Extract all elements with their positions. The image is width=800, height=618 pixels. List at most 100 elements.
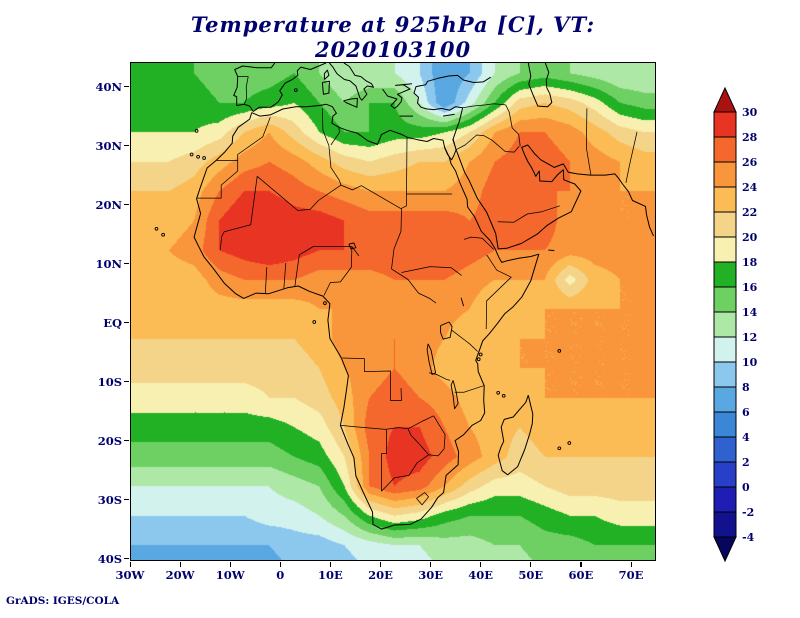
- y-tick-mark: [124, 263, 129, 265]
- coastline: [443, 113, 455, 117]
- y-tick-mark: [124, 145, 129, 147]
- coastline: [497, 395, 534, 476]
- lake-outline: [348, 242, 357, 250]
- y-tick-mark: [124, 204, 129, 206]
- colorbar-segment: [713, 386, 737, 413]
- island-mark: [476, 357, 481, 362]
- colorbar-label: 14: [742, 306, 758, 319]
- colorbar-label: -2: [742, 506, 754, 519]
- y-tick-mark: [124, 558, 129, 560]
- y-tick-label: 20S: [97, 433, 122, 448]
- y-tick-label: 20N: [95, 197, 122, 212]
- y-tick-label: 10N: [95, 256, 122, 271]
- island-mark: [312, 320, 317, 324]
- island-mark: [557, 349, 562, 353]
- colorbar-segment: [713, 136, 737, 163]
- country-border: [497, 205, 560, 223]
- coastline: [413, 74, 491, 161]
- colorbar-label: 10: [742, 356, 758, 369]
- country-border: [429, 372, 451, 381]
- island-mark: [323, 301, 327, 305]
- country-border: [330, 127, 340, 146]
- country-border: [283, 262, 287, 290]
- plot-title: Temperature at 925hPa [C], VT: 202010310…: [190, 12, 596, 62]
- colorbar-label: 22: [742, 206, 757, 219]
- country-border: [416, 492, 429, 506]
- country-border: [299, 246, 360, 257]
- country-border: [407, 415, 434, 430]
- country-border: [452, 138, 457, 150]
- colorbar-label: 6: [742, 406, 750, 419]
- country-border: [462, 103, 506, 109]
- island-mark: [202, 156, 206, 160]
- country-border: [505, 104, 521, 147]
- coastline: [455, 144, 654, 250]
- y-tick-label: 10S: [97, 374, 122, 389]
- colorbar-label: 16: [742, 281, 758, 294]
- x-tick-label: 20W: [165, 568, 195, 582]
- country-border: [381, 454, 439, 492]
- country-border: [455, 134, 520, 153]
- y-tick-mark: [124, 322, 129, 324]
- colorbar-segment: [713, 211, 737, 238]
- x-tick-label: 30E: [418, 568, 443, 582]
- y-tick-label: 30S: [97, 492, 122, 507]
- country-border: [454, 385, 484, 393]
- temperature-heatmap: [131, 63, 655, 560]
- x-tick-label: 0: [276, 568, 285, 582]
- x-tick-label: 60E: [568, 568, 594, 582]
- colorbar-segment: [713, 361, 737, 388]
- y-tick-label: 40N: [95, 79, 122, 94]
- lake-outline: [460, 297, 465, 307]
- coastline: [382, 83, 413, 109]
- island-mark: [293, 88, 298, 92]
- country-border: [237, 76, 249, 105]
- island-mark: [501, 393, 506, 398]
- x-tick-mark: [430, 562, 432, 567]
- coastline: [321, 80, 330, 95]
- country-border: [328, 145, 342, 186]
- country-border: [256, 176, 342, 211]
- country-border: [294, 254, 300, 287]
- coastline: [329, 63, 374, 101]
- colorbar-segment: [713, 161, 737, 188]
- colorbar-arrow: [713, 86, 737, 113]
- x-tick-mark: [630, 562, 632, 567]
- grads-watermark: GrADS: IGES/COLA: [6, 595, 120, 607]
- country-border: [407, 428, 429, 456]
- island-mark: [161, 232, 165, 237]
- x-tick-label: 40E: [468, 568, 494, 582]
- x-tick-mark: [530, 562, 532, 567]
- colorbar-arrow: [713, 536, 737, 563]
- x-tick-label: 10W: [215, 568, 245, 582]
- colorbar-segment: [713, 411, 737, 438]
- colorbar-segment: [713, 336, 737, 363]
- colorbar-segment: [713, 436, 737, 463]
- country-border: [401, 266, 462, 276]
- y-tick-label: 30N: [95, 138, 122, 153]
- coastline: [548, 249, 555, 252]
- country-border: [485, 254, 512, 330]
- coastline: [233, 63, 327, 112]
- colorbar-label: 24: [742, 181, 758, 194]
- colorbar-segment: [713, 261, 737, 288]
- colorbar-label: 12: [742, 331, 757, 344]
- colorbar-label: 18: [742, 256, 758, 269]
- colorbar-label: 26: [742, 156, 758, 169]
- x-tick-mark: [179, 562, 181, 567]
- country-border: [196, 160, 239, 199]
- map-frame: [130, 62, 656, 561]
- x-tick-label: 30W: [115, 568, 145, 582]
- country-border: [340, 184, 407, 210]
- country-border: [586, 108, 592, 176]
- lake-outline: [440, 321, 453, 340]
- colorbar-segment: [713, 286, 737, 313]
- country-border: [433, 415, 446, 457]
- x-tick-label: 70E: [618, 568, 644, 582]
- country-border: [391, 268, 437, 304]
- country-border: [463, 236, 494, 250]
- island-mark: [496, 390, 501, 395]
- y-tick-mark: [124, 381, 129, 383]
- x-tick-label: 10E: [318, 568, 343, 582]
